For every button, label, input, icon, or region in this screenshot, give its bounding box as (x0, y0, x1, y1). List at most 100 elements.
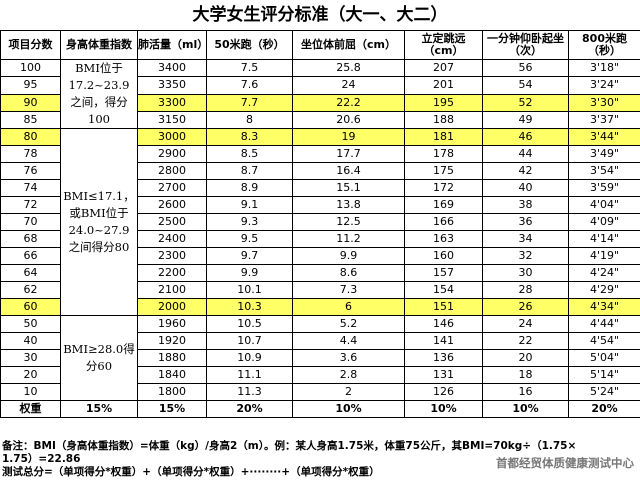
weight-cell: 权重 (0, 400, 61, 418)
table-row: 50 BMI≥28.0得分60 1960 10.5 5.2 146 24 4'44" (0, 315, 640, 401)
cell-50m: 10.1 (206, 281, 293, 299)
cell-score: 70 (0, 213, 61, 231)
cell-800m: 4'19" (568, 247, 640, 265)
cell-long-jump: 207 (404, 58, 483, 78)
cell-score: 64 (0, 264, 61, 282)
cell-800m: 4'09" (568, 213, 640, 231)
cell-vital-capacity: 1800 (137, 383, 207, 401)
cell-50m: 11.1 (206, 366, 293, 384)
cell-score: 66 (0, 247, 61, 265)
cell-score: 60 (0, 298, 61, 316)
table-row: 90 3300 7.7 22.2 195 52 3'30" (0, 93, 640, 112)
cell-sit-reach: 9.9 (292, 247, 405, 265)
table-row: 95 3350 7.6 24 201 54 3'24" (0, 76, 640, 95)
weight-cell: 10% (292, 400, 405, 418)
bmi-cell: BMI≤17.1，或BMI位于24.0~27.9之间得分80 (60, 128, 138, 316)
cell-score: 95 (0, 76, 61, 95)
cell-800m: 4'44" (568, 315, 640, 333)
cell-sit-reach: 7.3 (292, 281, 405, 299)
table-row: 100 BMI位于17.2~23.9之间，得分100 3400 7.5 25.8 207 5… (0, 58, 640, 129)
cell-score: 78 (0, 145, 61, 163)
cell-sit-reach: 22.2 (292, 93, 405, 112)
header-vital-capacity: 肺活量（ml） (137, 30, 207, 60)
table-row: 40 1920 10.7 4.4 141 22 4'54" (0, 332, 640, 350)
cell-score: 50 (0, 315, 61, 333)
cell-long-jump: 201 (404, 76, 483, 95)
cell-score: 62 (0, 281, 61, 299)
bmi-cell: BMI位于17.2~23.9之间，得分100 (60, 59, 138, 129)
cell-50m: 8.3 (206, 128, 293, 146)
cell-sit-ups: 20 (482, 349, 569, 367)
table-row: 72 2600 9.1 13.8 169 38 4'04" (0, 196, 640, 214)
cell-50m: 10.9 (206, 349, 293, 367)
cell-sit-ups: 52 (482, 93, 569, 112)
cell-sit-reach: 6 (292, 298, 405, 316)
cell-long-jump: 169 (404, 196, 483, 214)
notes: 备注：BMI（身高体重指数）=体重（kg）/身高2（m）。例：某人身高1.75米… (2, 440, 638, 479)
cell-sit-reach: 2 (292, 383, 405, 401)
weight-cell: 20% (206, 400, 293, 418)
cell-sit-reach: 25.8 (292, 58, 405, 78)
cell-50m: 8.5 (206, 145, 293, 163)
weight-cell: 20% (568, 400, 640, 418)
cell-long-jump: 141 (404, 332, 483, 350)
cell-800m: 4'54" (568, 332, 640, 350)
cell-long-jump: 151 (404, 298, 483, 316)
cell-800m: 4'04" (568, 196, 640, 214)
cell-vital-capacity: 2400 (137, 230, 207, 248)
cell-800m: 3'24" (568, 76, 640, 95)
weight-cell: 10% (404, 400, 483, 418)
cell-800m: 3'54" (568, 162, 640, 180)
cell-sit-reach: 16.4 (292, 162, 405, 180)
cell-sit-reach: 17.7 (292, 145, 405, 163)
cell-long-jump: 166 (404, 213, 483, 231)
cell-sit-reach: 2.8 (292, 366, 405, 384)
cell-sit-reach: 13.8 (292, 196, 405, 214)
cell-score: 72 (0, 196, 61, 214)
cell-800m: 5'04" (568, 349, 640, 367)
cell-sit-ups: 46 (482, 128, 569, 146)
cell-long-jump: 188 (404, 110, 483, 130)
cell-sit-reach: 8.6 (292, 264, 405, 282)
page-title: 大学女生评分标准（大一、大二） (192, 5, 448, 25)
cell-score: 76 (0, 162, 61, 180)
cell-score: 74 (0, 179, 61, 197)
weight-cell: 10% (482, 400, 569, 418)
cell-vital-capacity: 3400 (137, 58, 207, 78)
cell-sit-reach: 3.6 (292, 349, 405, 367)
cell-vital-capacity: 1840 (137, 366, 207, 384)
cell-vital-capacity: 3000 (137, 128, 207, 146)
cell-50m: 10.3 (206, 298, 293, 316)
table-row: 76 2800 8.7 16.4 175 42 3'54" (0, 162, 640, 180)
cell-50m: 11.3 (206, 383, 293, 401)
cell-50m: 7.6 (206, 76, 293, 95)
cell-50m: 9.5 (206, 230, 293, 248)
cell-50m: 9.7 (206, 247, 293, 265)
note-line: 测试总分=（单项得分*权重）+（单项得分*权重）+········+（单项得分*… (2, 466, 380, 478)
cell-sit-reach: 12.5 (292, 213, 405, 231)
header-50m: 50米跑（秒） (206, 30, 293, 60)
cell-vital-capacity: 1960 (137, 315, 207, 333)
table-row: 85 3150 8 20.6 188 49 3'37" (0, 110, 640, 130)
cell-long-jump: 126 (404, 383, 483, 401)
cell-vital-capacity: 1880 (137, 349, 207, 367)
cell-sit-ups: 42 (482, 162, 569, 180)
cell-sit-ups: 28 (482, 281, 569, 299)
cell-50m: 8 (206, 110, 293, 130)
header-800m: 800米跑（秒） (568, 30, 640, 60)
cell-long-jump: 160 (404, 247, 483, 265)
cell-800m: 4'24" (568, 264, 640, 282)
table-row: 62 2100 10.1 7.3 154 28 4'29" (0, 281, 640, 299)
cell-long-jump: 154 (404, 281, 483, 299)
cell-800m: 5'14" (568, 366, 640, 384)
cell-sit-ups: 32 (482, 247, 569, 265)
header-bmi: 身高体重指数 (60, 30, 138, 60)
cell-vital-capacity: 1920 (137, 332, 207, 350)
cell-score: 90 (0, 93, 61, 112)
cell-sit-ups: 26 (482, 298, 569, 316)
cell-long-jump: 131 (404, 366, 483, 384)
cell-vital-capacity: 2300 (137, 247, 207, 265)
cell-vital-capacity: 2200 (137, 264, 207, 282)
table-row: 66 2300 9.7 9.9 160 32 4'19" (0, 247, 640, 265)
weight-cell: 15% (137, 400, 207, 418)
